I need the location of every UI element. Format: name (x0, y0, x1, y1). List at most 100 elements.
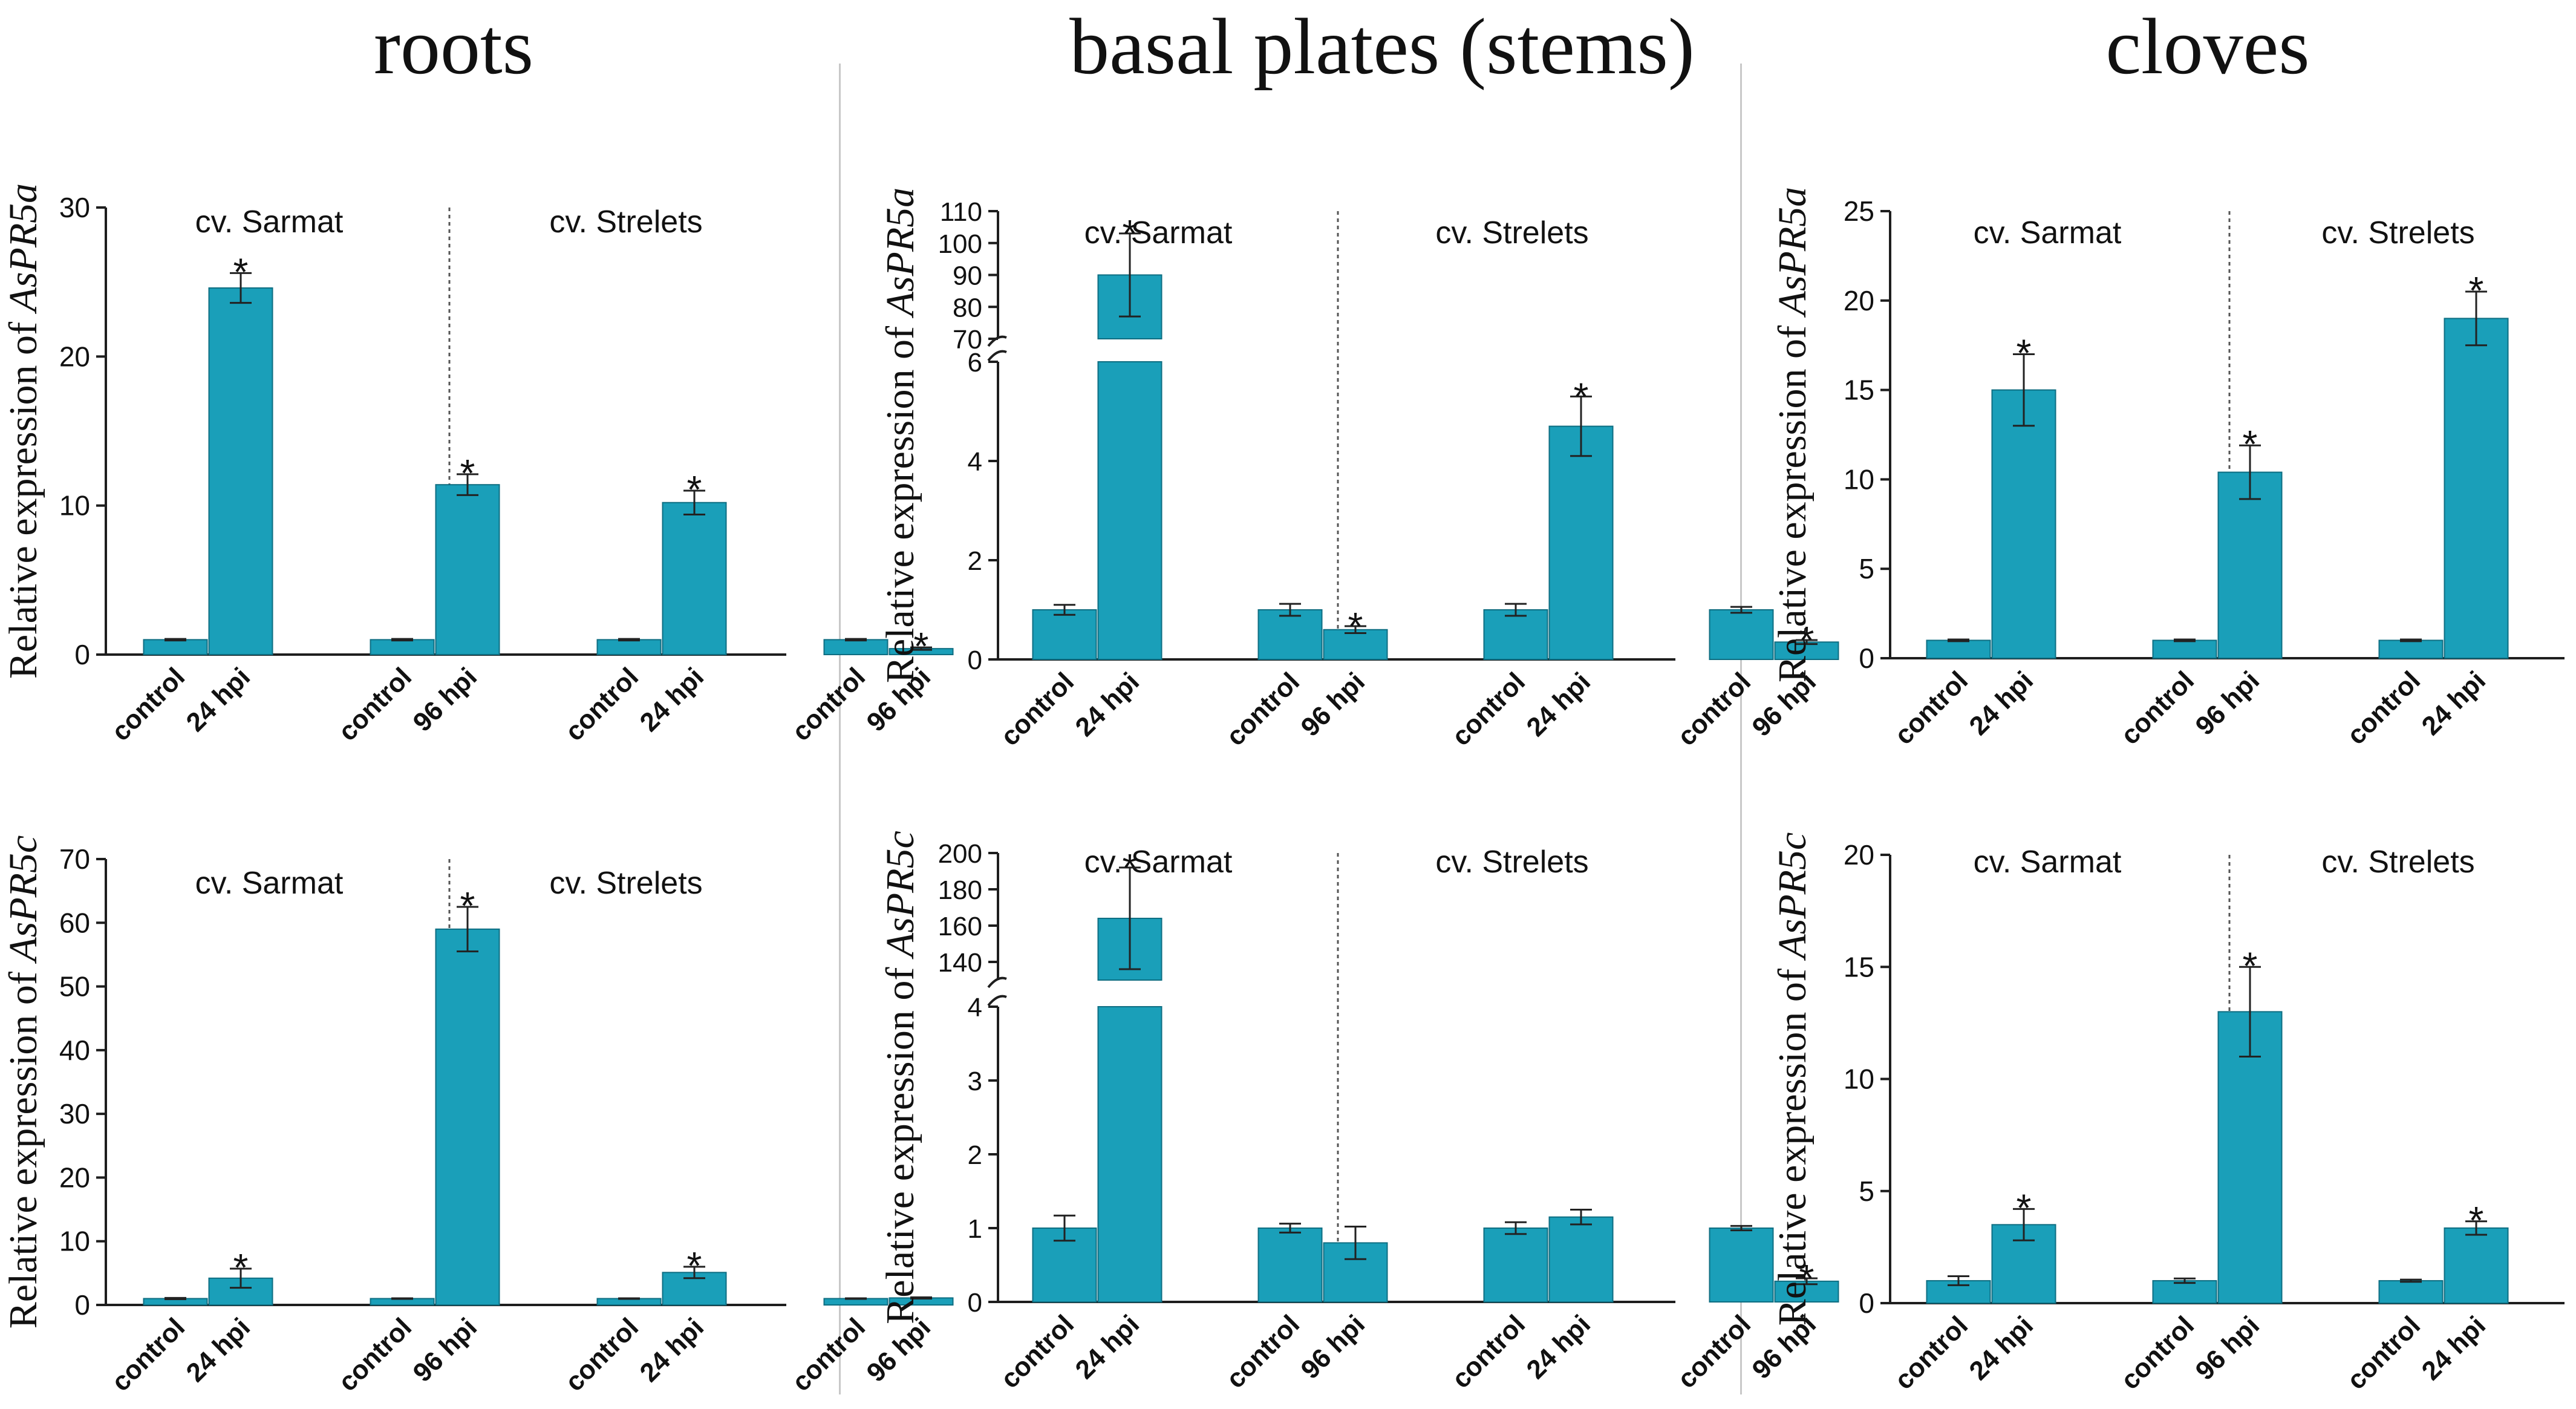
column-divider-2 (1740, 64, 1742, 1394)
roots-AsPR5a-bar (143, 639, 208, 656)
roots-AsPR5a-xtick-label: 96 hpi (408, 662, 483, 737)
stems-AsPR5c-ytick-label: 2 (968, 1140, 982, 1170)
cloves-AsPR5a-ytick-label: 25 (1844, 195, 1874, 227)
roots-AsPR5a-bar-significance: * (460, 451, 475, 495)
stems-AsPR5c-ytick-label: 3 (968, 1067, 982, 1096)
cloves-AsPR5a-group-label: cv. Sarmat (1974, 215, 2122, 250)
cloves-AsPR5a-ytick-label: 0 (1859, 642, 1874, 674)
roots-AsPR5a-bar (662, 502, 727, 655)
cloves-AsPR5c-xtick-label: control (2341, 1310, 2426, 1395)
roots-AsPR5c-ytick-label: 30 (59, 1098, 90, 1129)
stems-AsPR5c-xtick-label: control (995, 1309, 1080, 1394)
roots-AsPR5c-bar (435, 928, 500, 1306)
roots-AsPR5a-xtick-label: control (559, 662, 644, 747)
cloves-AsPR5c-xtick-label: control (2568, 1310, 2576, 1395)
roots-AsPR5a-ylabel-gene: AsPR5a (1, 183, 45, 315)
cloves-AsPR5c-ytick-label: 10 (1844, 1064, 1874, 1095)
roots-AsPR5c-ytick-label: 70 (59, 843, 90, 875)
stems-AsPR5a-xtick-label: 24 hpi (1521, 667, 1597, 742)
cloves-AsPR5a-ytick-label: 20 (1844, 285, 1874, 316)
cloves-AsPR5c-bar-significance: * (2017, 1186, 2032, 1229)
roots-AsPR5c-ytick-label: 10 (59, 1226, 90, 1257)
cloves-AsPR5a-xtick-label: control (2341, 665, 2426, 750)
stems-AsPR5a-bar-significance: * (1348, 604, 1363, 648)
column-title-cloves: cloves (2105, 2, 2310, 91)
stems-AsPR5a-bar-significance: * (1574, 374, 1589, 418)
cloves-AsPR5a-bar-significance: * (2469, 269, 2484, 312)
cloves-AsPR5a-bar (2217, 471, 2283, 659)
cloves-AsPR5a-group-label: cv. Strelets (2321, 215, 2474, 250)
stems-AsPR5c-ylabel-prefix: Relative expression of (878, 957, 922, 1324)
roots-AsPR5a-xtick-label: control (333, 662, 417, 747)
roots-AsPR5c-group-label: cv. Sarmat (195, 866, 344, 901)
cloves-AsPR5a-bar-significance: * (2017, 331, 2032, 374)
stems-AsPR5a-xtick-label: control (995, 667, 1080, 751)
cloves-AsPR5c-ytick-label: 15 (1844, 951, 1874, 982)
column-divider-1 (839, 64, 841, 1394)
stems-AsPR5a-ytick-label: 80 (953, 293, 982, 322)
roots-AsPR5a-bar (370, 639, 435, 656)
stems-AsPR5a-bar (1323, 629, 1388, 661)
cloves-AsPR5a-ylabel-prefix: Relative expression of (1770, 315, 1815, 682)
roots-AsPR5c-bar-significance: * (233, 1246, 249, 1289)
stems-AsPR5a-bar (1709, 609, 1774, 660)
roots-AsPR5a-ylabel-prefix: Relative expression of (1, 312, 45, 679)
stems-AsPR5a-ylabel: Relative expression of AsPR5a (878, 188, 922, 683)
stems-AsPR5c-group-label: cv. Sarmat (1084, 845, 1233, 880)
cloves-AsPR5a-ytick-label: 15 (1844, 374, 1874, 406)
roots-AsPR5a-ylabel: Relative expression of AsPR5a (1, 183, 45, 679)
roots-AsPR5c-xtick-label: control (333, 1312, 417, 1397)
roots-AsPR5c-ylabel-prefix: Relative expression of (1, 962, 45, 1329)
roots-AsPR5a-ytick-label: 0 (74, 639, 90, 670)
cloves-AsPR5c-bar-significance: * (2469, 1198, 2484, 1242)
stems-AsPR5c-ytick-label: 200 (938, 839, 982, 869)
stems-AsPR5a-ytick-label: 4 (968, 447, 982, 477)
cloves-AsPR5a-bar (1926, 639, 1991, 659)
roots-AsPR5c-ylabel-gene: AsPR5c (1, 835, 45, 964)
cloves-AsPR5c-bar (2378, 1280, 2444, 1304)
cloves-AsPR5c-ylabel: Relative expression of AsPR5c (1770, 832, 1815, 1326)
roots-AsPR5c-ytick-label: 60 (59, 907, 90, 938)
cloves-AsPR5a-bar (2378, 639, 2444, 659)
roots-AsPR5a-xtick-label: control (786, 662, 871, 747)
cloves-AsPR5c-xtick-label: 24 hpi (1964, 1310, 2040, 1386)
cloves-AsPR5a-xtick-label: control (2115, 665, 2200, 750)
stems-AsPR5c-xtick-label: control (1672, 1309, 1756, 1394)
stems-AsPR5a-xtick-label: 96 hpi (1296, 667, 1371, 742)
cloves-AsPR5c-xtick-label: 24 hpi (2416, 1310, 2492, 1386)
stems-AsPR5a-bar (1483, 609, 1548, 660)
stems-AsPR5c-bar (1257, 1228, 1323, 1303)
stems-AsPR5c-ytick-label: 4 (968, 993, 982, 1022)
stems-AsPR5c-axis-break (987, 995, 1007, 1007)
roots-AsPR5a-bar-significance: * (233, 250, 249, 293)
roots-AsPR5c-xtick-label: control (106, 1312, 191, 1397)
stems-AsPR5a-ytick-label: 6 (968, 348, 982, 378)
stems-AsPR5a-bar (1097, 361, 1162, 660)
cloves-AsPR5c-group-label: cv. Sarmat (1974, 845, 2122, 880)
roots-AsPR5a-ytick-label: 20 (59, 341, 90, 372)
stems-AsPR5a-xtick-label: control (1446, 667, 1531, 751)
stems-AsPR5c-ytick-label: 160 (938, 912, 982, 941)
stems-AsPR5c-xtick-label: 24 hpi (1521, 1309, 1597, 1385)
column-title-stems: basal plates (stems) (1069, 2, 1695, 91)
roots-AsPR5c-ytick-label: 50 (59, 971, 90, 1002)
stems-AsPR5a-xtick-label: control (1221, 667, 1305, 751)
stems-AsPR5a-bar-significance: * (1123, 212, 1138, 255)
roots-AsPR5c-ytick-label: 0 (74, 1289, 90, 1321)
stems-AsPR5c-axis-break (987, 976, 1007, 989)
roots-AsPR5a-bar (435, 484, 500, 655)
stems-AsPR5a-bar (1548, 425, 1614, 660)
roots-AsPR5a-xtick-label: 24 hpi (634, 662, 710, 737)
roots-AsPR5a-bar (208, 287, 273, 655)
stems-AsPR5c-xtick-label: control (1446, 1309, 1531, 1394)
stems-AsPR5a-ytick-label: 110 (940, 197, 982, 227)
cloves-AsPR5c-ytick-label: 5 (1859, 1175, 1874, 1207)
roots-AsPR5a-group-label: cv. Strelets (549, 204, 702, 240)
cloves-AsPR5c-group-label: cv. Strelets (2321, 845, 2474, 880)
stems-AsPR5a-xtick-label: 24 hpi (1070, 667, 1146, 742)
cloves-AsPR5a-xtick-label: 96 hpi (2190, 665, 2266, 741)
